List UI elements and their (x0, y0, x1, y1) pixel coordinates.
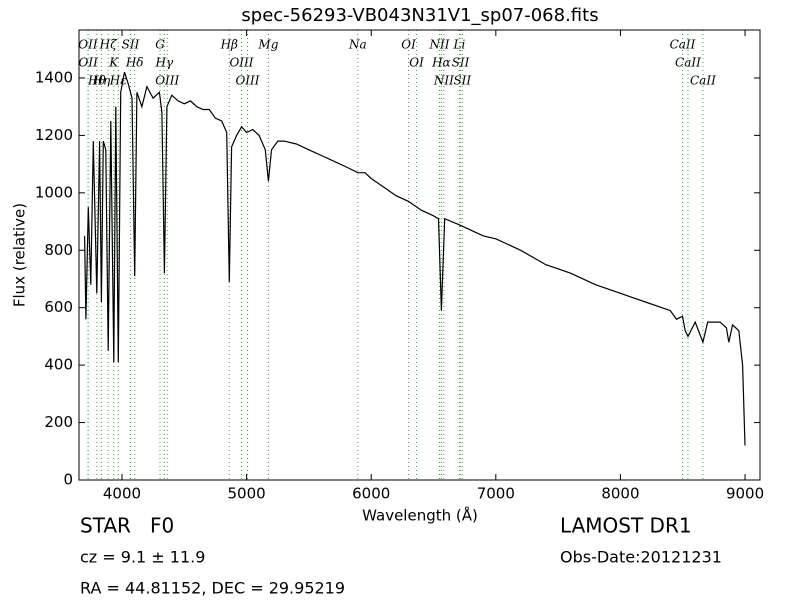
spectral-line-label: Hη (92, 74, 111, 88)
spectral-line-label: OI (401, 38, 416, 52)
y-tick-label: 800 (44, 241, 73, 259)
spectral-line-label: OIII (155, 74, 179, 88)
spectral-line-label: OII (79, 56, 99, 70)
spectral-line-label: Hθ (87, 74, 106, 88)
y-tick-label: 1400 (35, 68, 73, 86)
spectral-line-label: OII (78, 38, 98, 52)
spectral-line-label: SII (453, 74, 471, 88)
spectral-line-label: Hα (431, 56, 451, 70)
spectral-line-label: OIII (235, 74, 259, 88)
object-class: STAR F0 (80, 514, 174, 538)
spectral-line-label: CaII (675, 56, 701, 70)
spectrum-line (84, 72, 746, 446)
spectral-line-label: Na (348, 38, 367, 52)
x-tick-label: 4000 (103, 485, 141, 503)
y-tick-label: 1000 (35, 183, 73, 201)
chart-title: spec-56293-VB043N31V1_sp07-068.fits (241, 5, 598, 26)
spectral-line-label: Mg (257, 38, 278, 52)
spectral-line-label: NII (429, 38, 450, 52)
spectral-line-label: G (155, 38, 165, 52)
x-axis-label: Wavelength (Å) (362, 506, 478, 525)
y-tick-label: 600 (44, 298, 73, 316)
spectral-line-label: Hγ (155, 56, 174, 70)
x-tick-label: 9000 (726, 485, 764, 503)
survey: LAMOST DR1 (560, 514, 692, 538)
y-tick-label: 200 (44, 413, 73, 431)
spectral-line-label: Hδ (125, 56, 144, 70)
obs-date: Obs-Date:20121231 (560, 548, 722, 567)
x-tick-label: 7000 (477, 485, 515, 503)
coords: RA = 44.81152, DEC = 29.95219 (80, 579, 345, 598)
x-tick-label: 8000 (601, 485, 639, 503)
spectral-line-label: OI (409, 56, 424, 70)
spectral-line-label: OIII (229, 56, 253, 70)
x-tick-label: 5000 (228, 485, 266, 503)
spectral-line-label: K (108, 56, 119, 70)
y-tick-label: 1200 (35, 126, 73, 144)
x-tick-label: 6000 (352, 485, 390, 503)
spectral-line-label: Hζ (99, 38, 118, 52)
spectral-line-label: Li (453, 38, 466, 52)
plot-frame (78, 29, 761, 481)
spectral-line-label: NII (433, 74, 454, 88)
spectral-line-label: CaII (670, 38, 696, 52)
y-axis-label: Flux (relative) (11, 203, 29, 307)
spectral-line-label: Hβ (220, 38, 238, 52)
spectral-line-label: CaII (690, 74, 716, 88)
spectral-line-label: SII (122, 38, 140, 52)
y-tick-label: 400 (44, 356, 73, 374)
y-tick-label: 0 (63, 471, 73, 489)
redshift: cz = 9.1 ± 11.9 (80, 548, 205, 567)
spectral-line-label: SII (452, 56, 470, 70)
